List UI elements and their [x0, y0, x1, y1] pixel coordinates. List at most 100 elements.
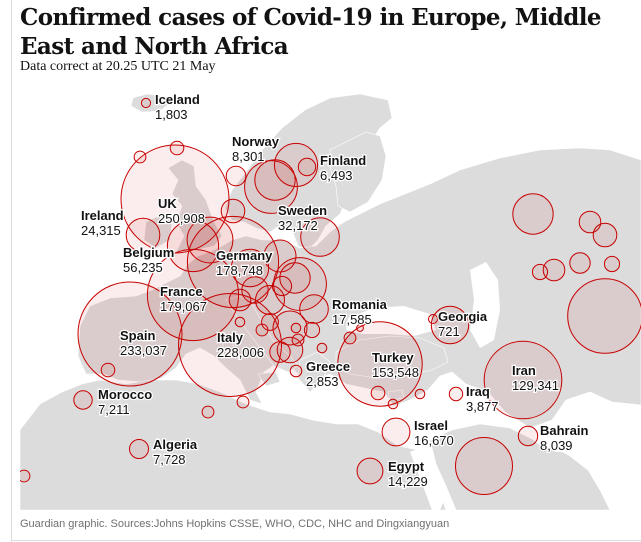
case-count-iran: 129,341 [512, 378, 559, 393]
country-name-israel: Israel [414, 418, 448, 433]
minor-country-bubble [370, 385, 386, 401]
case-count-egypt: 14,229 [388, 474, 428, 489]
minor-country-bubble [343, 331, 357, 345]
minor-country-bubble [592, 222, 618, 248]
country-name-turkey: Turkey [372, 350, 414, 365]
country-name-spain: Spain [120, 328, 155, 343]
minor-country-bubble [567, 278, 641, 354]
case-count-turkey: 153,548 [372, 365, 419, 380]
country-name-belgium: Belgium [123, 245, 174, 260]
case-count-italy: 228,006 [217, 345, 264, 360]
labeled-circles [73, 97, 563, 485]
minor-country-bubble [414, 388, 426, 400]
minor-country-bubble [228, 288, 252, 312]
land-arabia [429, 423, 611, 510]
bubble-germany [186, 215, 280, 309]
country-name-morocco: Morocco [98, 387, 152, 402]
case-count-sweden: 32,172 [278, 218, 318, 233]
minor-country-bubble [512, 193, 554, 235]
bubble-algeria [129, 439, 149, 459]
bubble-sweden [300, 217, 340, 257]
land-ireland [143, 213, 173, 249]
land-greece [297, 351, 331, 393]
minor-country-bubble [303, 321, 321, 339]
minor-country-bubble [244, 160, 298, 214]
country-name-iceland: Iceland [155, 92, 200, 107]
source-note: Guardian graphic. Sources:Johns Hopkins … [20, 518, 450, 530]
country-name-algeria: Algeria [153, 437, 198, 452]
minor-country-bubble [290, 322, 302, 334]
bubble-morocco [73, 390, 93, 410]
country-name-italy: Italy [217, 330, 244, 345]
country-name-greece: Greece [306, 359, 350, 374]
minor-country-bubble [272, 310, 308, 346]
case-count-algeria: 7,728 [153, 452, 186, 467]
country-name-georgia: Georgia [438, 309, 488, 324]
land-cyprus [387, 389, 405, 401]
minor-country-bubble [279, 262, 311, 294]
case-count-georgia: 721 [438, 324, 460, 339]
land [20, 93, 641, 510]
minor-country-bubble [20, 469, 31, 483]
bubble-romania [299, 294, 329, 324]
bubble-georgia [428, 314, 438, 324]
case-count-israel: 16,670 [414, 433, 454, 448]
bubble-iceland [140, 97, 152, 109]
country-name-bahrain: Bahrain [540, 423, 588, 438]
land-turkey [335, 335, 449, 379]
case-count-spain: 233,037 [120, 343, 167, 358]
bubble-finland [297, 157, 317, 177]
country-name-egypt: Egypt [388, 459, 425, 474]
case-count-norway: 8,301 [232, 149, 265, 164]
persian-gulf [520, 426, 572, 452]
minor-country-bubble [316, 342, 328, 354]
country-name-iraq: Iraq [466, 384, 490, 399]
land-sardinia [221, 333, 235, 357]
country-name-romania: Romania [332, 297, 388, 312]
case-count-greece: 2,853 [306, 374, 339, 389]
bubble-israel [381, 417, 411, 447]
minor-country-bubble [255, 323, 269, 337]
minor-country-bubble [542, 258, 566, 282]
case-count-bahrain: 8,039 [540, 438, 573, 453]
minor-country-bubble [201, 405, 215, 419]
land-great-britain [167, 159, 223, 253]
minor-country-bubble [236, 395, 250, 409]
red-sea [410, 448, 446, 510]
country-name-germany: Germany [216, 248, 273, 263]
country-name-norway: Norway [232, 134, 280, 149]
minor-country-bubble [569, 252, 591, 274]
bubble-greece [289, 364, 303, 378]
left-rule [11, 0, 12, 542]
chart-title: Confirmed cases of Covid-19 in Europe, M… [20, 4, 602, 60]
country-name-ireland: Ireland [81, 208, 124, 223]
chart-subtitle: Data correct at 20.25 UTC 21 May [20, 59, 216, 74]
black-sea [346, 306, 436, 336]
minor-country-bubble [430, 305, 470, 345]
land-finland [329, 131, 387, 213]
bubble-norway [225, 165, 247, 187]
caspian-sea [470, 262, 500, 348]
case-count-morocco: 7,211 [98, 402, 130, 417]
minor-country-bubble [455, 437, 513, 495]
case-count-iraq: 3,877 [466, 399, 499, 414]
country-name-uk: UK [158, 196, 177, 211]
bubble-turkey [337, 321, 423, 407]
minor-country-bubble [603, 255, 621, 273]
minor-country-bubble [291, 333, 305, 347]
bubble-iran [483, 340, 563, 420]
bubble-france [146, 248, 240, 342]
minor-country-bubble [254, 159, 296, 201]
bubble-belgium [166, 219, 220, 273]
unlabeled-circles [20, 140, 641, 495]
bubble-bahrain [517, 425, 539, 447]
case-count-belgium: 56,235 [123, 260, 163, 275]
country-name-sweden: Sweden [278, 203, 327, 218]
minor-country-bubble [578, 210, 602, 234]
bubble-ireland [125, 217, 161, 253]
country-name-iran: Iran [512, 363, 536, 378]
bubble-spain [77, 281, 183, 387]
case-count-germany: 178,748 [216, 263, 263, 278]
